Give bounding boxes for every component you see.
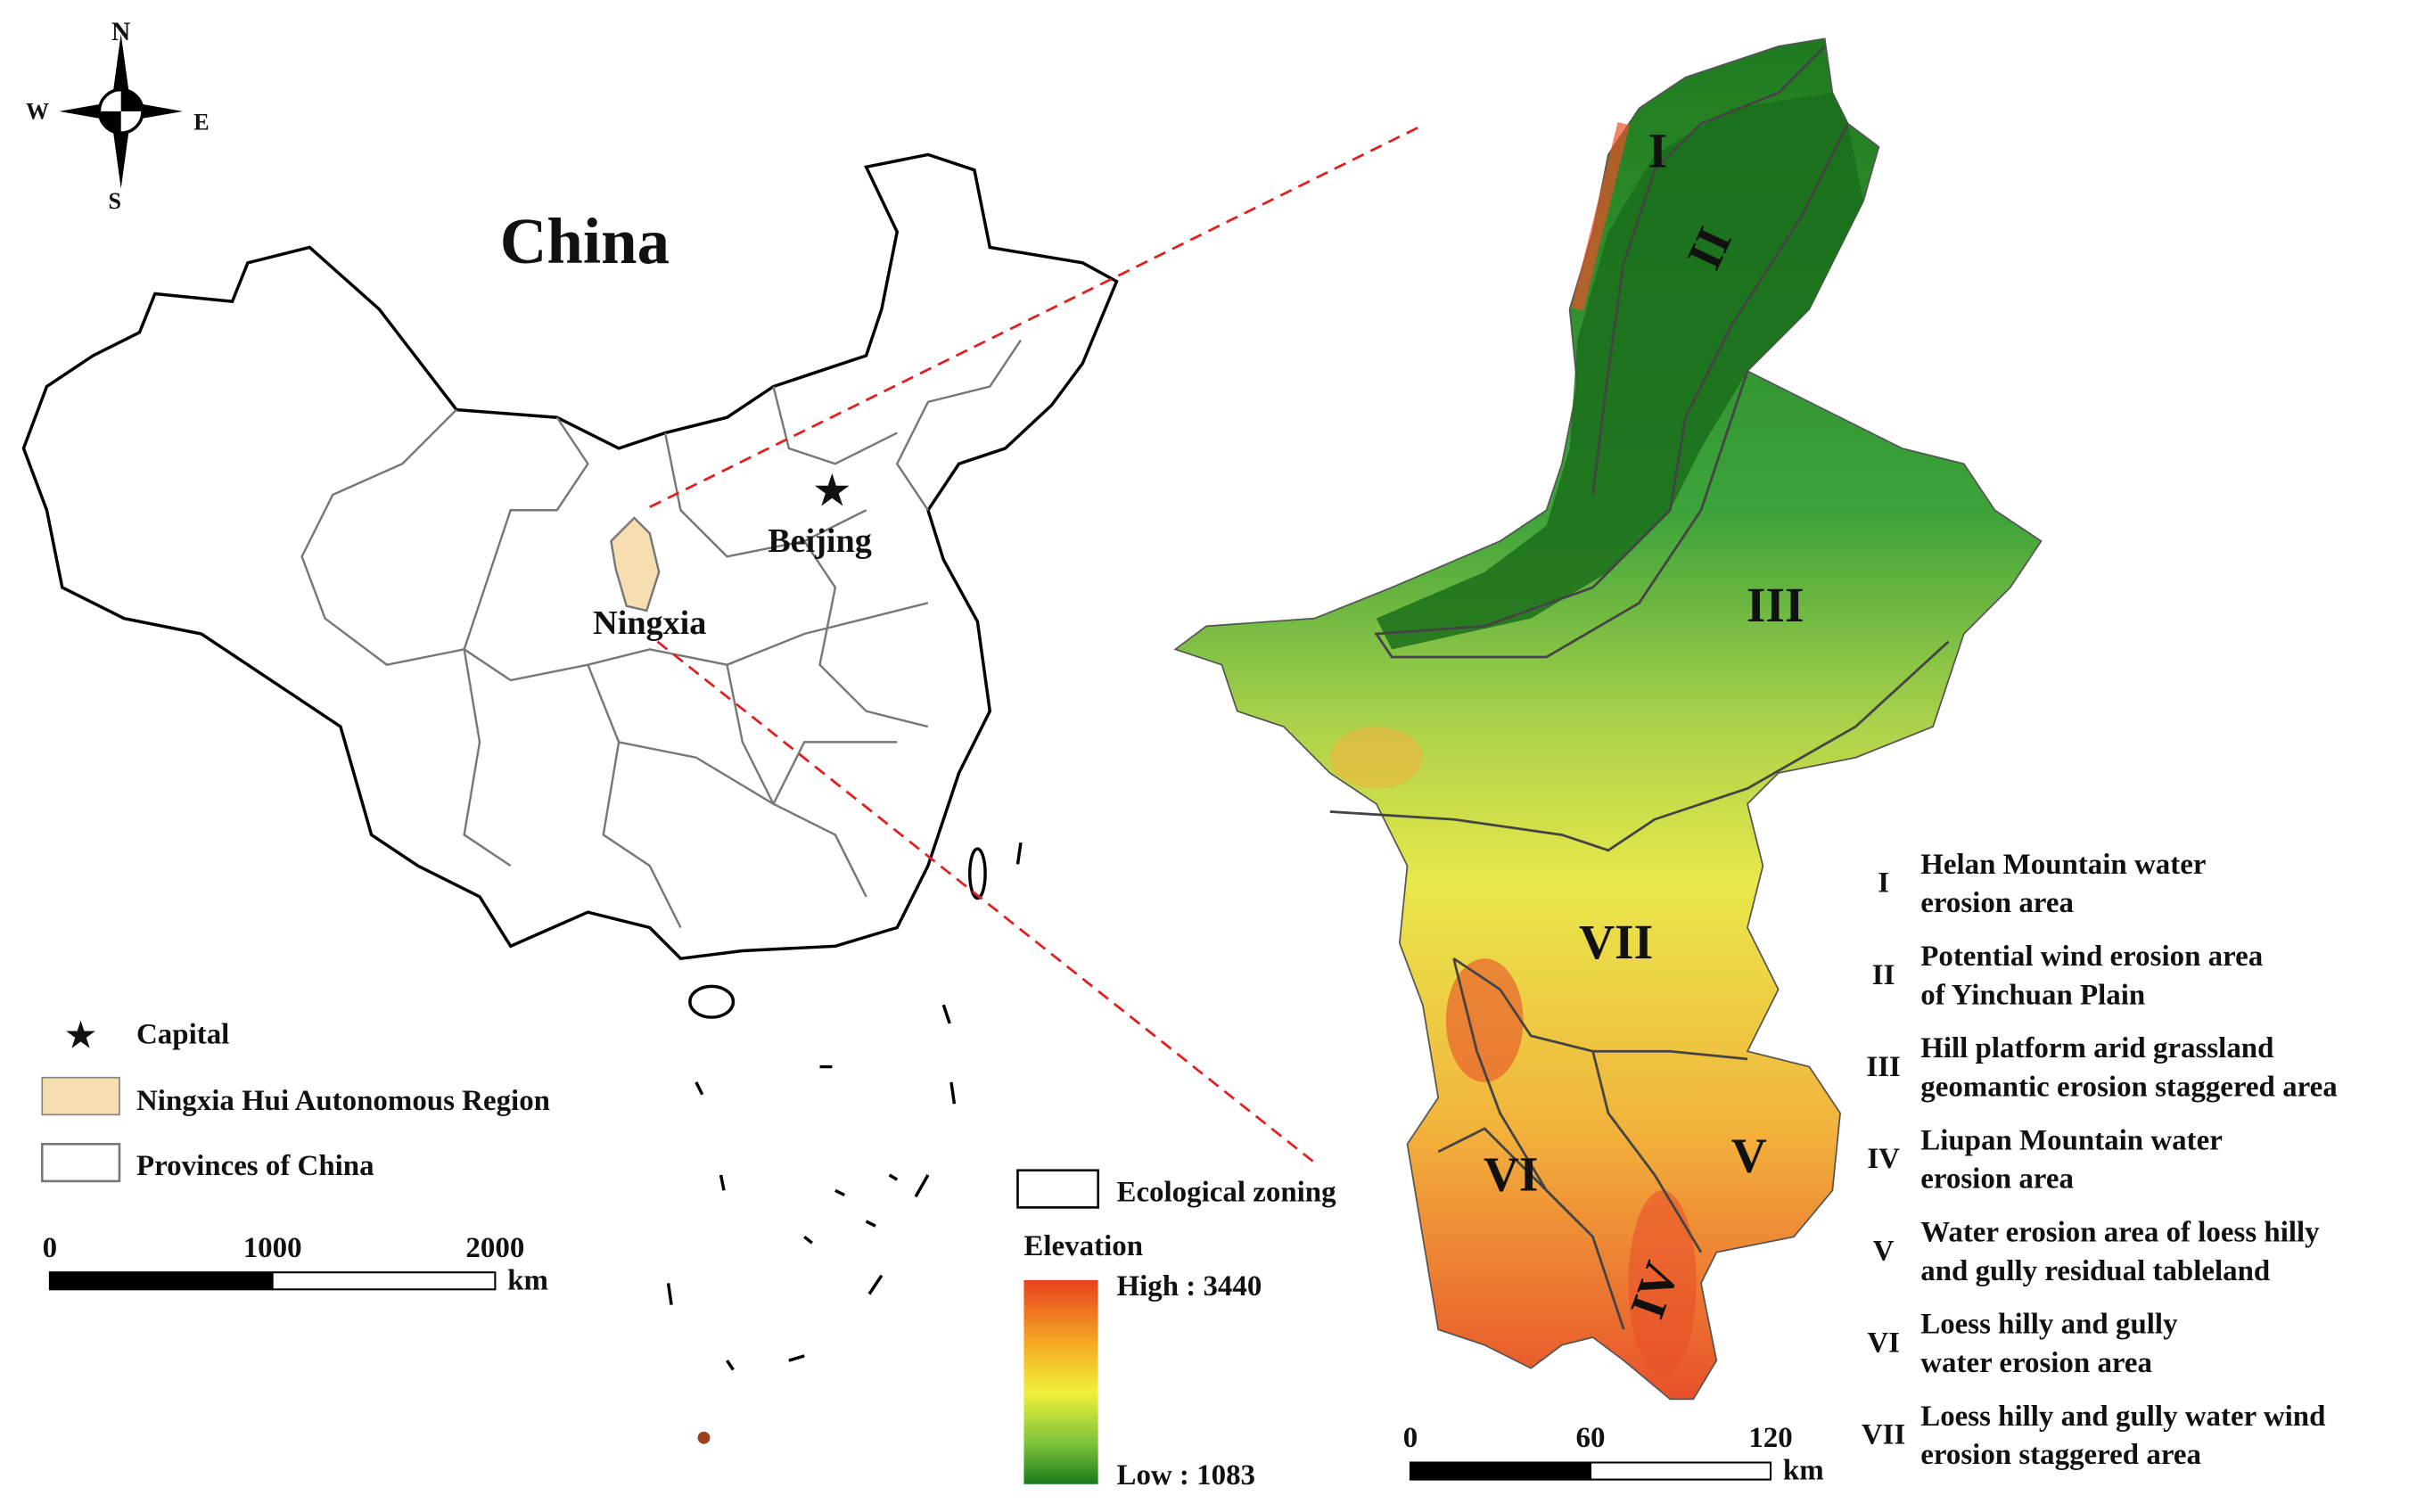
province-boundaries: [300, 339, 1022, 929]
scale-segment: [271, 1271, 497, 1291]
zone-legend-numeral: I: [1878, 867, 1889, 900]
elevation-title: Elevation: [1023, 1230, 1143, 1262]
overview-legend: ★ Capital Ningxia Hui Autonomous Region …: [40, 1017, 550, 1183]
zone-label: I: [1648, 124, 1668, 178]
zone-legend-text: erosion area: [1920, 1163, 2074, 1196]
scale-segment: [1409, 1461, 1592, 1481]
scale-tick-label: 60: [1576, 1422, 1606, 1454]
zone-legend-numeral: VI: [1867, 1327, 1900, 1360]
scale-segment: [1589, 1461, 1772, 1481]
south-china-sea-islands: [666, 842, 1023, 1371]
beijing-label: Beijing: [768, 522, 872, 560]
zone-legend-text: Potential wind erosion area: [1920, 941, 2263, 973]
zone-label: VI: [1484, 1147, 1539, 1202]
zone-legend-text: Loess hilly and gully water wind: [1920, 1401, 2325, 1433]
china-title: China: [500, 205, 670, 277]
zone-legend-text: Liupan Mountain water: [1920, 1124, 2223, 1156]
zone-legend-text: of Yinchuan Plain: [1920, 979, 2145, 1011]
scale-tick-label: 2000: [465, 1232, 524, 1264]
zone-label: VII: [1579, 916, 1653, 970]
zone-label: III: [1747, 579, 1804, 633]
compass-south: S: [109, 188, 121, 214]
compass: N S W E: [26, 18, 209, 214]
zone-legend-text: Water erosion area of loess hilly: [1920, 1217, 2320, 1249]
zone-legend-numeral: II: [1872, 959, 1895, 991]
zone-legend: I Helan Mountain water erosion area II Pote…: [1862, 849, 2338, 1471]
ningxia-label: Ningxia: [593, 604, 706, 642]
ningxia-region: [610, 516, 661, 612]
compass-north: N: [111, 18, 130, 46]
capital-star: ★: [814, 468, 850, 513]
zone-legend-numeral: VII: [1862, 1419, 1905, 1451]
legend-provinces: Provinces of China: [136, 1150, 374, 1182]
scale-tick-label: 0: [43, 1232, 57, 1264]
zone-legend-text: erosion staggered area: [1920, 1439, 2201, 1471]
legend-region: Ningxia Hui Autonomous Region: [136, 1085, 550, 1117]
zone-boundaries: [1329, 45, 1950, 1330]
ningxia-terrain: [1173, 37, 2043, 1401]
compass-east: E: [193, 110, 209, 136]
scale-tick-label: 0: [1403, 1422, 1418, 1454]
elevation-ramp: [1023, 1279, 1098, 1484]
zone-legend-text: water erosion area: [1920, 1347, 2152, 1379]
scale-segment: [48, 1271, 274, 1291]
legend-province-swatch: [40, 1142, 121, 1183]
zoning-swatch: [1016, 1169, 1099, 1209]
zone-legend-text: Helan Mountain water: [1920, 849, 2206, 881]
scale-unit: km: [1783, 1455, 1824, 1487]
zone-legend-text: Hill platform arid grassland: [1920, 1032, 2273, 1064]
zone-legend-text: and gully residual tableland: [1920, 1255, 2270, 1287]
zone-label: V: [1731, 1129, 1767, 1183]
zoning-legend: Ecological zoning: [1116, 1176, 1336, 1208]
zone-legend-numeral: IV: [1867, 1143, 1900, 1175]
zone-legend-numeral: V: [1873, 1235, 1895, 1267]
scale-tick-label: 1000: [243, 1232, 302, 1264]
china-map: ★ China Beijing Ningxia: [21, 125, 1420, 1444]
callout-lines: [649, 125, 1420, 1164]
scale-tick-label: 120: [1748, 1422, 1792, 1454]
china-outline: [21, 152, 1119, 960]
zone-legend-text: erosion area: [1920, 887, 2074, 919]
zone-legend-text: geomantic erosion staggered area: [1920, 1072, 2337, 1104]
elevation-low: Low : 1083: [1116, 1459, 1255, 1491]
legend-capital: Capital: [136, 1019, 229, 1051]
scale-unit: km: [507, 1264, 548, 1296]
compass-west: W: [26, 99, 49, 125]
zone-legend-numeral: III: [1866, 1051, 1900, 1083]
elevation-high: High : 3440: [1116, 1270, 1262, 1302]
legend-star: ★: [65, 1017, 95, 1055]
zone-legend-text: Loess hilly and gully: [1920, 1309, 2178, 1341]
legend-region-swatch: [41, 1076, 120, 1116]
